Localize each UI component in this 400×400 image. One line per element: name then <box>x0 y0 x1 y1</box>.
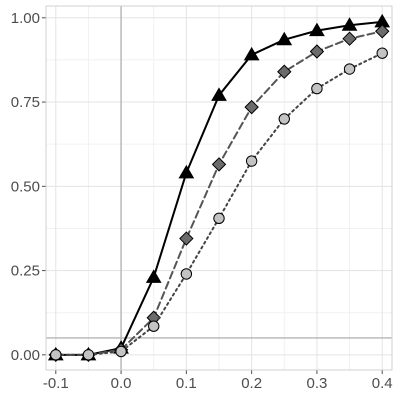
point-diamond <box>277 64 292 79</box>
point-circle <box>376 47 388 59</box>
x-tick-label: 0.2 <box>241 375 262 392</box>
point-circle <box>82 349 95 361</box>
point-triangle <box>309 22 325 37</box>
point-diamond <box>309 44 325 59</box>
point-diamond <box>179 231 194 246</box>
point-circle <box>343 63 356 75</box>
series-3 <box>50 47 388 361</box>
x-tick-label: 0.0 <box>111 375 132 392</box>
point-circle <box>148 320 160 332</box>
point-diamond <box>211 157 227 172</box>
y-tick-label: 0.50 <box>11 178 40 195</box>
y-tick-label: 0.75 <box>11 94 40 111</box>
x-tick-label: -0.1 <box>43 375 69 392</box>
grid-lines <box>46 6 392 370</box>
point-diamond <box>375 24 390 39</box>
panel-border <box>45 5 393 371</box>
point-circle <box>50 349 62 361</box>
reference-lines <box>46 6 392 370</box>
point-circle <box>311 82 323 95</box>
point-diamond <box>342 31 357 46</box>
point-triangle <box>276 31 293 46</box>
point-triangle <box>211 87 227 101</box>
x-tick-label: 0.4 <box>372 375 393 392</box>
point-circle <box>245 155 258 167</box>
point-circle <box>115 345 127 358</box>
point-triangle <box>243 46 260 61</box>
x-tick-label: 0.1 <box>176 375 197 392</box>
point-circle <box>278 113 290 125</box>
point-circle <box>180 268 193 280</box>
point-circle <box>213 212 225 225</box>
x-tick-label: 0.3 <box>306 375 327 392</box>
axis-ticks: -0.1 0.0 0.1 0.2 0.3 0.4 0.00 0.25 0.50 0.75 1.00 <box>11 10 393 392</box>
y-tick-label: 0.00 <box>11 347 40 364</box>
point-triangle <box>145 269 162 283</box>
point-triangle <box>341 17 358 31</box>
point-triangle <box>178 164 195 179</box>
point-diamond <box>244 99 259 115</box>
y-tick-label: 1.00 <box>11 10 40 27</box>
data-series <box>47 13 391 363</box>
y-tick-label: 0.25 <box>11 263 40 280</box>
